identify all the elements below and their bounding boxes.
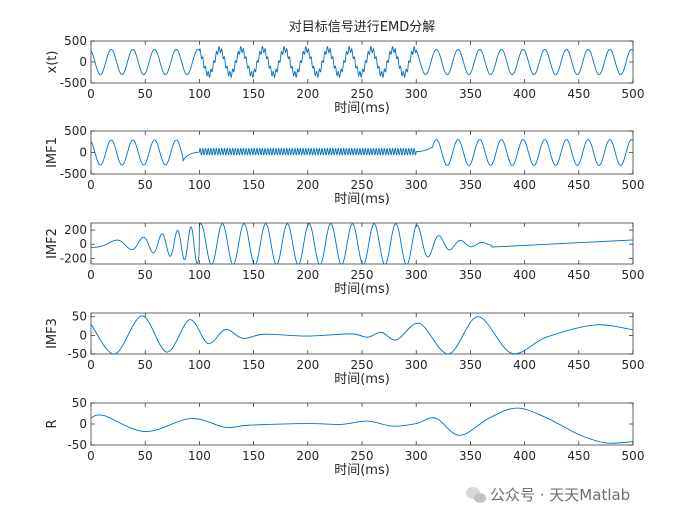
y-axis-label: IMF1 bbox=[45, 137, 60, 168]
y-tick-label: -50 bbox=[67, 438, 87, 452]
plot-area bbox=[90, 222, 634, 265]
y-tick-label: 500 bbox=[64, 124, 87, 138]
wechat-logo-icon bbox=[466, 487, 486, 503]
x-tick-label: 500 bbox=[622, 449, 645, 463]
y-tick-label: 0 bbox=[79, 146, 87, 160]
subplot-1: 0 50 100 150 200 250 300 350 400 450 500-5000500时间… bbox=[45, 20, 644, 116]
x-tick-label: 0 bbox=[87, 358, 95, 372]
x-tick-label: 100 bbox=[188, 178, 211, 192]
x-tick-label: 50 bbox=[138, 87, 153, 101]
x-tick-label: 400 bbox=[513, 358, 536, 372]
x-tick-label: 500 bbox=[622, 268, 645, 282]
y-tick-label: -50 bbox=[67, 347, 87, 361]
x-tick-label: 0 bbox=[87, 87, 95, 101]
series-line bbox=[90, 139, 634, 166]
x-tick-label: 200 bbox=[296, 178, 319, 192]
x-tick-label: 450 bbox=[567, 449, 590, 463]
x-tick-label: 500 bbox=[622, 178, 645, 192]
watermark: 公众号 · 天天Matlab bbox=[466, 486, 630, 504]
subplot-4: 0 50 100 150 200 250 300 350 400 450 500-50050时间(m… bbox=[45, 310, 644, 387]
x-tick-label: 250 bbox=[351, 449, 374, 463]
x-tick-label: 450 bbox=[567, 358, 590, 372]
x-tick-label: 350 bbox=[459, 87, 482, 101]
x-tick-label: 150 bbox=[242, 87, 265, 101]
subplot-2: 0 50 100 150 200 250 300 350 400 450 500-5000500时间… bbox=[45, 124, 644, 207]
x-tick-label: 250 bbox=[351, 178, 374, 192]
x-axis-label: 时间(ms) bbox=[334, 463, 390, 478]
y-tick-label: -200 bbox=[60, 251, 87, 265]
x-axis-label: 时间(ms) bbox=[334, 101, 390, 116]
y-axis-label: x(t) bbox=[45, 51, 60, 74]
x-tick-label: 500 bbox=[622, 358, 645, 372]
y-axis-label: IMF2 bbox=[45, 228, 60, 259]
x-tick-label: 0 bbox=[87, 178, 95, 192]
x-tick-label: 100 bbox=[188, 449, 211, 463]
x-axis-label: 时间(ms) bbox=[334, 282, 390, 297]
x-tick-label: 50 bbox=[138, 178, 153, 192]
chart-title: 对目标信号进行EMD分解 bbox=[289, 20, 435, 35]
plot-area bbox=[90, 40, 634, 84]
x-tick-label: 450 bbox=[567, 268, 590, 282]
x-tick-label: 200 bbox=[296, 358, 319, 372]
x-tick-label: 300 bbox=[405, 87, 428, 101]
series-line bbox=[90, 46, 634, 78]
series-line bbox=[90, 407, 634, 444]
x-tick-label: 500 bbox=[622, 87, 645, 101]
x-axis-label: 时间(ms) bbox=[334, 192, 390, 207]
y-tick-label: 0 bbox=[79, 417, 87, 431]
plot-area bbox=[90, 312, 634, 355]
x-tick-label: 100 bbox=[188, 268, 211, 282]
x-tick-label: 250 bbox=[351, 358, 374, 372]
x-tick-label: 300 bbox=[405, 268, 428, 282]
x-tick-label: 150 bbox=[242, 449, 265, 463]
x-tick-label: 450 bbox=[567, 178, 590, 192]
y-tick-label: -500 bbox=[60, 167, 87, 181]
x-tick-label: 0 bbox=[87, 268, 95, 282]
y-axis-label: R bbox=[45, 419, 60, 428]
x-tick-label: 150 bbox=[242, 268, 265, 282]
x-tick-label: 200 bbox=[296, 268, 319, 282]
x-tick-label: 400 bbox=[513, 87, 536, 101]
plot-area bbox=[90, 402, 634, 446]
y-tick-label: 500 bbox=[64, 34, 87, 48]
x-tick-label: 150 bbox=[242, 178, 265, 192]
x-tick-label: 450 bbox=[567, 87, 590, 101]
x-tick-label: 50 bbox=[138, 268, 153, 282]
x-tick-label: 300 bbox=[405, 358, 428, 372]
x-tick-label: 150 bbox=[242, 358, 265, 372]
y-tick-label: 0 bbox=[79, 328, 87, 342]
y-tick-label: 50 bbox=[72, 396, 87, 410]
y-tick-label: 50 bbox=[72, 310, 87, 324]
y-tick-label: 0 bbox=[79, 237, 87, 251]
x-tick-label: 200 bbox=[296, 87, 319, 101]
y-tick-label: -500 bbox=[60, 76, 87, 90]
x-tick-label: 50 bbox=[138, 449, 153, 463]
x-tick-label: 400 bbox=[513, 449, 536, 463]
x-tick-label: 100 bbox=[188, 87, 211, 101]
x-tick-label: 350 bbox=[459, 358, 482, 372]
x-tick-label: 50 bbox=[138, 358, 153, 372]
subplot-5: 0 50 100 150 200 250 300 350 400 450 500-50050时间(m… bbox=[45, 396, 644, 478]
x-tick-label: 350 bbox=[459, 268, 482, 282]
watermark-text: 公众号 · 天天Matlab bbox=[490, 486, 630, 504]
subplot-3: 0 50 100 150 200 250 300 350 400 450 500-2000200时间… bbox=[45, 222, 645, 297]
x-tick-label: 250 bbox=[351, 268, 374, 282]
y-tick-label: 200 bbox=[64, 223, 87, 237]
series-line bbox=[90, 315, 634, 355]
x-tick-label: 200 bbox=[296, 449, 319, 463]
x-tick-label: 350 bbox=[459, 449, 482, 463]
x-tick-label: 300 bbox=[405, 449, 428, 463]
x-tick-label: 350 bbox=[459, 178, 482, 192]
x-tick-label: 0 bbox=[87, 449, 95, 463]
x-tick-label: 100 bbox=[188, 358, 211, 372]
y-axis-label: IMF3 bbox=[45, 318, 60, 349]
x-tick-label: 400 bbox=[513, 268, 536, 282]
y-tick-label: 0 bbox=[79, 55, 87, 69]
x-tick-label: 300 bbox=[405, 178, 428, 192]
x-tick-label: 250 bbox=[351, 87, 374, 101]
x-axis-label: 时间(ms) bbox=[334, 372, 390, 387]
x-tick-label: 400 bbox=[513, 178, 536, 192]
